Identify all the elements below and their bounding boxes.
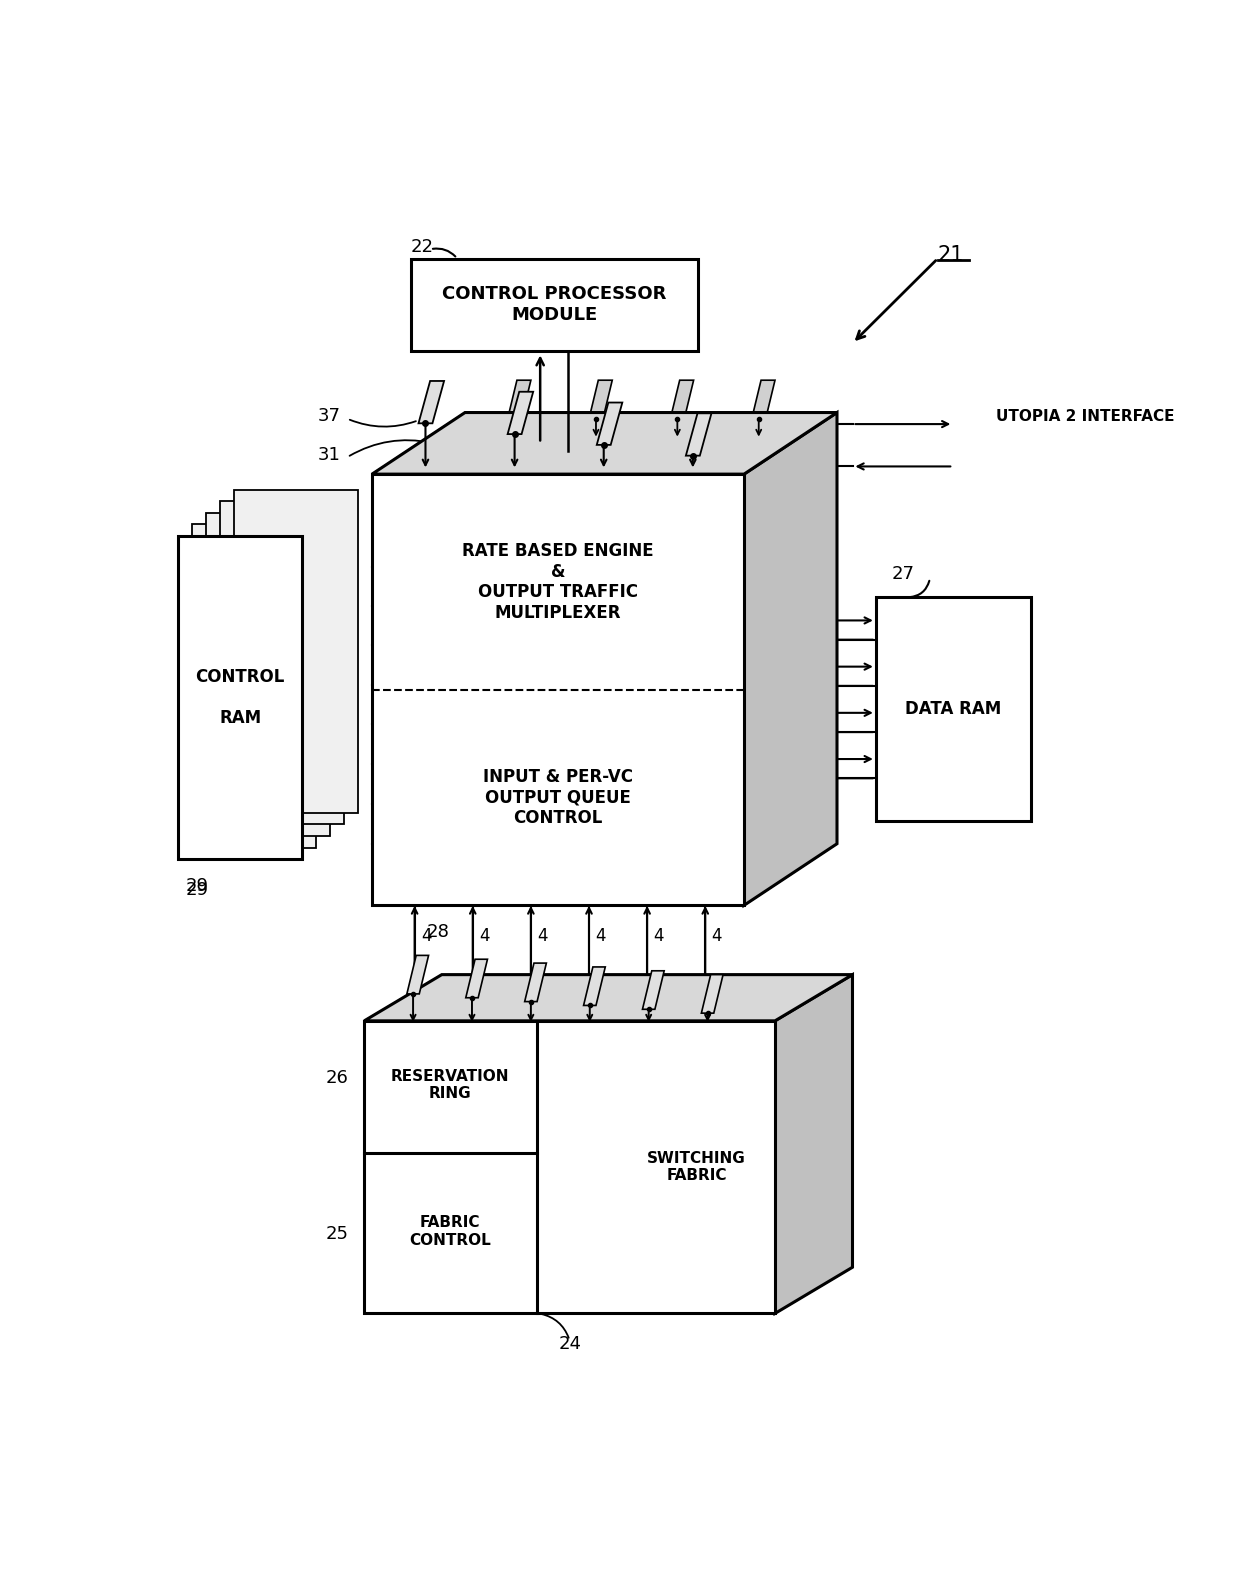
Polygon shape [383, 998, 813, 1009]
Polygon shape [372, 459, 768, 475]
Polygon shape [642, 971, 665, 1009]
Bar [234, 489, 358, 812]
Text: 4: 4 [595, 927, 605, 945]
Polygon shape [744, 459, 768, 905]
Polygon shape [813, 986, 833, 1290]
Polygon shape [596, 402, 622, 445]
Text: 29: 29 [186, 877, 210, 896]
Polygon shape [795, 998, 813, 1303]
Text: 37: 37 [317, 407, 341, 426]
Polygon shape [507, 391, 533, 434]
Polygon shape [372, 413, 837, 475]
Bar [410, 259, 697, 352]
Polygon shape [671, 380, 693, 419]
Bar [875, 598, 1030, 820]
Text: 28: 28 [427, 923, 449, 941]
Polygon shape [507, 380, 531, 419]
Bar [372, 475, 744, 905]
Polygon shape [441, 413, 837, 427]
Text: RESERVATION
RING: RESERVATION RING [391, 1069, 510, 1101]
Text: 25: 25 [326, 1225, 348, 1243]
Text: UTOPIA 2 INTERFACE: UTOPIA 2 INTERFACE [996, 408, 1174, 424]
Polygon shape [525, 964, 547, 1001]
Polygon shape [744, 413, 837, 905]
Text: SWITCHING
FABRIC: SWITCHING FABRIC [647, 1151, 746, 1183]
Polygon shape [589, 380, 613, 419]
Polygon shape [702, 975, 723, 1012]
Polygon shape [396, 443, 791, 459]
Bar [192, 524, 316, 847]
Text: 4: 4 [712, 927, 722, 945]
Polygon shape [423, 975, 853, 986]
Text: 21: 21 [937, 244, 965, 265]
Text: DATA RAM: DATA RAM [905, 700, 1002, 718]
Polygon shape [833, 975, 853, 1279]
Text: 4: 4 [537, 927, 548, 945]
Polygon shape [419, 427, 813, 443]
Polygon shape [768, 443, 791, 889]
Bar [365, 1020, 775, 1314]
Polygon shape [751, 380, 775, 419]
Polygon shape [407, 956, 429, 994]
Bar [179, 536, 303, 859]
Polygon shape [419, 382, 444, 423]
Text: 4: 4 [653, 927, 663, 945]
Text: 26: 26 [326, 1069, 348, 1087]
Text: 31: 31 [319, 446, 341, 464]
Polygon shape [365, 975, 853, 1020]
Polygon shape [584, 967, 605, 1006]
Text: FABRIC
CONTROL: FABRIC CONTROL [409, 1216, 491, 1247]
Bar [221, 501, 345, 825]
Text: CONTROL PROCESSOR
MODULE: CONTROL PROCESSOR MODULE [441, 285, 666, 325]
Polygon shape [403, 986, 833, 998]
Text: INPUT & PER-VC
OUTPUT QUEUE
CONTROL: INPUT & PER-VC OUTPUT QUEUE CONTROL [484, 768, 632, 828]
Polygon shape [775, 975, 853, 1314]
Text: 4: 4 [420, 927, 432, 945]
Polygon shape [686, 413, 712, 456]
Polygon shape [791, 427, 813, 875]
Polygon shape [466, 959, 487, 998]
Bar [206, 513, 330, 836]
Polygon shape [365, 1009, 795, 1020]
Polygon shape [813, 413, 837, 859]
Text: 24: 24 [558, 1336, 582, 1353]
Text: RATE BASED ENGINE
&
OUTPUT TRAFFIC
MULTIPLEXER: RATE BASED ENGINE & OUTPUT TRAFFIC MULTI… [463, 542, 653, 623]
Text: 22: 22 [410, 238, 434, 255]
Text: CONTROL

RAM: CONTROL RAM [196, 667, 285, 727]
Text: 29: 29 [186, 882, 210, 899]
Text: 4: 4 [479, 927, 490, 945]
Text: 27: 27 [892, 565, 914, 583]
Polygon shape [775, 1009, 795, 1314]
